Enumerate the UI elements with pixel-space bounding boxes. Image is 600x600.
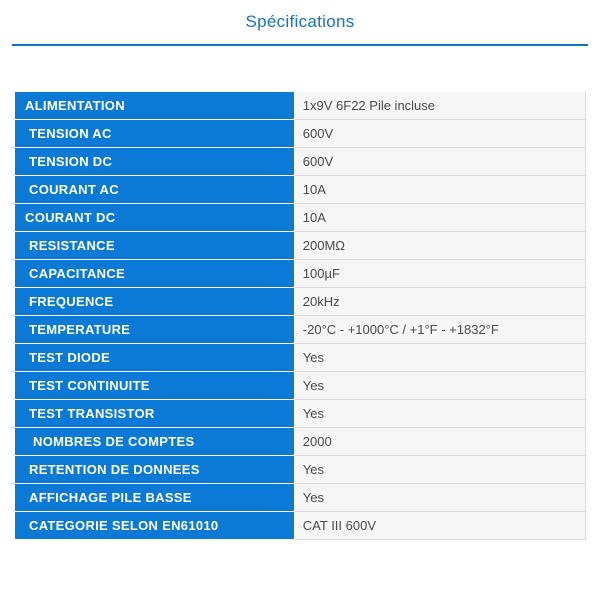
table-row: RETENTION DE DONNEESYes	[15, 456, 586, 484]
table-row: TENSION DC600V	[15, 148, 586, 176]
spec-label: FREQUENCE	[15, 288, 295, 316]
table-row: COURANT AC10A	[15, 176, 586, 204]
spec-value: 10A	[294, 176, 585, 204]
spec-value: 2000	[294, 428, 585, 456]
spec-label: TEST DIODE	[15, 344, 295, 372]
spec-label: NOMBRES DE COMPTES	[15, 428, 295, 456]
spec-label: TENSION DC	[15, 148, 295, 176]
spec-label: COURANT DC	[15, 204, 295, 232]
table-row: COURANT DC10A	[15, 204, 586, 232]
spec-value: Yes	[294, 344, 585, 372]
spec-label: AFFICHAGE PILE BASSE	[15, 484, 295, 512]
spec-label: COURANT AC	[15, 176, 295, 204]
spec-value: Yes	[294, 400, 585, 428]
spec-label: CATEGORIE SELON EN61010	[15, 512, 295, 540]
spec-label: TEST CONTINUITE	[15, 372, 295, 400]
table-row: AFFICHAGE PILE BASSEYes	[15, 484, 586, 512]
table-row: TENSION AC600V	[15, 120, 586, 148]
spec-value: 600V	[294, 120, 585, 148]
spec-value: 200MΩ	[294, 232, 585, 260]
spec-value: Yes	[294, 484, 585, 512]
spec-value: 600V	[294, 148, 585, 176]
table-row: CATEGORIE SELON EN61010CAT III 600V	[15, 512, 586, 540]
header: Spécifications	[0, 0, 600, 38]
spec-label: TEMPERATURE	[15, 316, 295, 344]
spec-value: 1x9V 6F22 Pile incluse	[294, 92, 585, 120]
table-row: NOMBRES DE COMPTES2000	[15, 428, 586, 456]
spec-label: RESISTANCE	[15, 232, 295, 260]
table-row: TEST TRANSISTORYes	[15, 400, 586, 428]
page-title: Spécifications	[245, 12, 354, 31]
table-row: TEMPERATURE-20°C - +1000°C / +1°F - +183…	[15, 316, 586, 344]
spec-value: 100µF	[294, 260, 585, 288]
spec-table: ALIMENTATION1x9V 6F22 Pile incluseTENSIO…	[14, 91, 586, 540]
spec-value: -20°C - +1000°C / +1°F - +1832°F	[294, 316, 585, 344]
spec-label: TEST TRANSISTOR	[15, 400, 295, 428]
spec-label: ALIMENTATION	[15, 92, 295, 120]
spec-value: 20kHz	[294, 288, 585, 316]
table-row: ALIMENTATION1x9V 6F22 Pile incluse	[15, 92, 586, 120]
table-row: FREQUENCE20kHz	[15, 288, 586, 316]
table-row: RESISTANCE200MΩ	[15, 232, 586, 260]
spec-value: Yes	[294, 372, 585, 400]
header-divider	[12, 44, 588, 46]
spec-label: RETENTION DE DONNEES	[15, 456, 295, 484]
spec-label: CAPACITANCE	[15, 260, 295, 288]
table-row: CAPACITANCE100µF	[15, 260, 586, 288]
spec-value: 10A	[294, 204, 585, 232]
spec-value: Yes	[294, 456, 585, 484]
spec-label: TENSION AC	[15, 120, 295, 148]
spec-value: CAT III 600V	[294, 512, 585, 540]
table-row: TEST CONTINUITEYes	[15, 372, 586, 400]
table-row: TEST DIODEYes	[15, 344, 586, 372]
